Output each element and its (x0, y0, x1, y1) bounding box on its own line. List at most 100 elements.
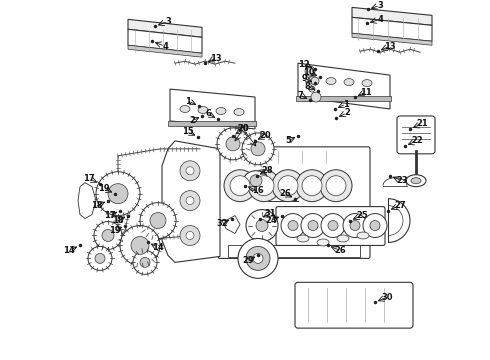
Text: 23: 23 (396, 176, 408, 185)
Circle shape (301, 213, 325, 238)
Circle shape (272, 170, 304, 202)
Ellipse shape (362, 80, 372, 87)
Circle shape (328, 221, 338, 230)
FancyBboxPatch shape (276, 207, 385, 246)
Ellipse shape (406, 175, 426, 187)
Circle shape (180, 161, 200, 181)
Circle shape (224, 170, 256, 202)
Circle shape (251, 142, 265, 156)
Circle shape (370, 221, 380, 230)
Circle shape (108, 184, 128, 204)
Circle shape (217, 128, 249, 160)
Polygon shape (222, 216, 240, 234)
Text: 3: 3 (377, 1, 383, 10)
Text: 4: 4 (162, 42, 168, 51)
Circle shape (102, 230, 114, 242)
Polygon shape (298, 63, 390, 109)
Ellipse shape (180, 105, 190, 112)
Text: 17: 17 (104, 211, 116, 220)
Text: 9: 9 (301, 73, 307, 82)
Circle shape (242, 133, 274, 165)
Circle shape (308, 221, 318, 230)
FancyBboxPatch shape (295, 282, 413, 328)
Circle shape (88, 247, 112, 270)
Circle shape (321, 213, 345, 238)
Ellipse shape (326, 78, 336, 85)
Circle shape (288, 221, 298, 230)
Text: 5: 5 (285, 136, 291, 145)
Text: 18: 18 (112, 216, 124, 225)
Text: 16: 16 (252, 186, 264, 195)
Polygon shape (352, 17, 432, 41)
Text: 24: 24 (265, 216, 277, 225)
Circle shape (253, 253, 263, 264)
Text: 22: 22 (411, 136, 423, 145)
Circle shape (311, 92, 321, 102)
Bar (296, 96, 391, 101)
Circle shape (140, 203, 176, 238)
Ellipse shape (234, 108, 244, 116)
Circle shape (230, 176, 250, 195)
Text: 17: 17 (83, 174, 95, 183)
Circle shape (95, 253, 105, 264)
Ellipse shape (198, 107, 208, 113)
Circle shape (246, 210, 278, 242)
Text: 13: 13 (384, 42, 396, 51)
Circle shape (133, 251, 157, 274)
Circle shape (238, 238, 278, 278)
Text: 21: 21 (416, 120, 428, 129)
Polygon shape (128, 29, 202, 53)
Circle shape (246, 247, 270, 270)
Text: 2: 2 (189, 116, 195, 125)
Text: 20: 20 (237, 125, 249, 134)
Circle shape (226, 137, 240, 151)
Text: 18: 18 (91, 201, 103, 210)
Circle shape (363, 213, 387, 238)
Circle shape (131, 237, 149, 255)
Circle shape (254, 176, 274, 195)
Ellipse shape (297, 235, 309, 242)
Bar (228, 246, 360, 257)
Polygon shape (78, 183, 96, 219)
Text: 10: 10 (303, 68, 315, 77)
Text: 14: 14 (63, 246, 75, 255)
Circle shape (302, 176, 322, 195)
Text: 20: 20 (237, 125, 249, 134)
FancyBboxPatch shape (397, 116, 435, 154)
Bar (168, 121, 256, 126)
Text: 32: 32 (216, 219, 228, 228)
Polygon shape (170, 89, 255, 129)
Circle shape (320, 170, 352, 202)
Text: 2: 2 (344, 108, 350, 117)
Text: 29: 29 (242, 256, 254, 265)
Text: 7: 7 (297, 91, 303, 100)
Circle shape (94, 221, 122, 249)
Polygon shape (128, 45, 202, 57)
Text: 25: 25 (356, 211, 368, 220)
Circle shape (350, 221, 360, 230)
Text: 1: 1 (185, 96, 191, 105)
Text: 20: 20 (259, 131, 271, 140)
Ellipse shape (344, 78, 354, 86)
Polygon shape (352, 8, 432, 25)
Text: 30: 30 (381, 293, 393, 302)
Text: 8: 8 (304, 82, 310, 91)
Text: 19: 19 (109, 226, 121, 235)
Polygon shape (128, 19, 202, 37)
Text: 12: 12 (298, 60, 310, 69)
Circle shape (343, 213, 367, 238)
Text: 26: 26 (279, 189, 291, 198)
Circle shape (120, 225, 160, 265)
Ellipse shape (216, 108, 226, 114)
Circle shape (186, 167, 194, 175)
Text: 26: 26 (334, 246, 346, 255)
Circle shape (186, 197, 194, 204)
Text: 19: 19 (98, 184, 110, 193)
Text: 27: 27 (394, 201, 406, 210)
Circle shape (140, 257, 150, 267)
Circle shape (278, 176, 298, 195)
Circle shape (311, 77, 319, 85)
Circle shape (150, 213, 166, 229)
Ellipse shape (337, 235, 349, 242)
Circle shape (250, 175, 262, 187)
